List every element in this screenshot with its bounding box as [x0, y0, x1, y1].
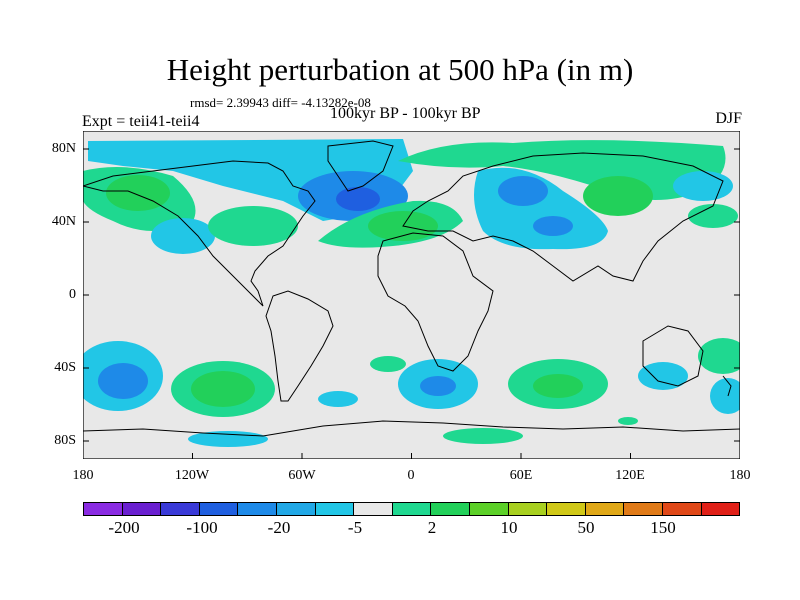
- coast-antarctica: [83, 420, 740, 437]
- colorbar: [83, 502, 740, 516]
- coast-australia: [642, 325, 704, 387]
- lon-label-120e: 120E: [615, 468, 645, 483]
- lon-label-60w: 60W: [288, 468, 316, 483]
- coastlines: [83, 140, 740, 437]
- lon-label-120w: 120W: [174, 468, 210, 483]
- colorbar-label: -5: [347, 518, 363, 537]
- colorbar-label: 2: [427, 518, 437, 537]
- colorbar-box: [701, 503, 740, 515]
- map-title: Height perturbation at 500 hPa (in m): [166, 52, 634, 87]
- colorbar-box: [585, 503, 625, 515]
- colorbar-box: [662, 503, 702, 515]
- lon-label-180w: 180: [72, 468, 94, 483]
- colorbar-box: [315, 503, 355, 515]
- coast-eurasia: [402, 152, 724, 282]
- coast-north-america: [83, 160, 316, 307]
- colorbar-label: -200: [108, 518, 140, 537]
- colorbar-label: 150: [650, 518, 676, 537]
- lat-label-80n: 80N: [51, 141, 76, 156]
- colorbar-box: [508, 503, 548, 515]
- map-subtitle: 100kyr BP - 100kyr BP: [330, 105, 481, 122]
- colorbar-box: [238, 503, 277, 515]
- rmsd-text: rmsd= 2.39943 diff= -4.13282e-08: [190, 95, 371, 110]
- map-ticks: [83, 148, 740, 459]
- colorbar-box: [624, 503, 663, 515]
- world-map: [83, 131, 740, 459]
- colorbar-label: -100: [186, 518, 218, 537]
- lat-label-0: 0: [69, 287, 76, 302]
- lat-label-80s: 80S: [54, 433, 76, 448]
- lon-label-60e: 60E: [509, 468, 533, 483]
- coast-new-zealand: [722, 375, 732, 397]
- colorbar-label: 10: [500, 518, 518, 537]
- lon-label-0: 0: [407, 468, 415, 483]
- colorbar-box: [276, 503, 316, 515]
- colorbar-label: -20: [267, 518, 291, 537]
- colorbar-box: [161, 503, 200, 515]
- colorbar-box: [547, 503, 586, 515]
- coast-south-america: [265, 290, 334, 402]
- colorbar-box: [392, 503, 432, 515]
- colorbar-box: [469, 503, 509, 515]
- lon-label-180e: 180: [729, 468, 751, 483]
- colorbar-label: 50: [577, 518, 595, 537]
- lat-label-40s: 40S: [54, 360, 76, 375]
- colorbar-box: [431, 503, 470, 515]
- colorbar-box: [354, 503, 393, 515]
- coast-greenland: [327, 140, 394, 192]
- season-label: DJF: [715, 110, 742, 127]
- colorbar-box: [122, 503, 162, 515]
- colorbar-box: [199, 503, 239, 515]
- coast-africa: [377, 232, 494, 372]
- experiment-label: Expt = teii41-teii4: [82, 113, 200, 130]
- colorbar-box: [84, 503, 123, 515]
- lat-label-40n: 40N: [51, 214, 76, 229]
